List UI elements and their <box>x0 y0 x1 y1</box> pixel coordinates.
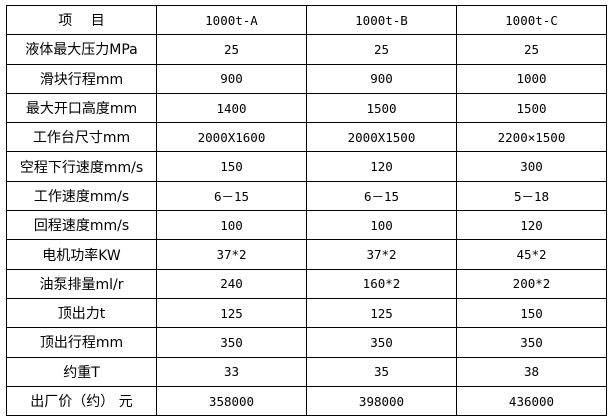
table-row: 约重T 33 35 38 <box>6 356 607 387</box>
specification-table: 项 目 1000t-A 1000t-B 1000t-C 液体最大压力MPa 25 2… <box>6 4 607 417</box>
cell-value: 436000 <box>456 385 607 417</box>
row-label: 空程下行速度mm/s <box>6 151 157 182</box>
cell-value: 2000X1500 <box>306 122 457 153</box>
cell-value: 200*2 <box>456 268 607 299</box>
table-row: 电机功率KW 37*2 37*2 45*2 <box>6 239 607 270</box>
cell-value: 160*2 <box>306 268 457 299</box>
cell-value: 125 <box>306 297 457 329</box>
cell-value: 2200×1500 <box>456 122 607 153</box>
cell-value: 300 <box>456 151 607 182</box>
cell-value: 1400 <box>156 92 307 124</box>
row-label: 油泵排量ml/r <box>6 268 157 299</box>
cell-value: 900 <box>306 63 457 94</box>
row-label: 出厂价（约） 元 <box>6 385 157 417</box>
cell-value: 398000 <box>306 385 457 417</box>
cell-value: 37*2 <box>156 239 307 270</box>
cell-value: 25 <box>156 34 307 65</box>
row-label: 电机功率KW <box>6 239 157 270</box>
cell-value: 350 <box>156 327 307 358</box>
header-model-c: 1000t-C <box>456 4 607 36</box>
table-row: 顶出行程mm 350 350 350 <box>6 327 607 358</box>
cell-value: 1500 <box>306 92 457 124</box>
cell-value: 25 <box>306 34 457 65</box>
row-label: 液体最大压力MPa <box>6 34 157 65</box>
header-model-b: 1000t-B <box>306 4 457 36</box>
row-label: 工作速度mm/s <box>6 180 157 212</box>
table-row: 液体最大压力MPa 25 25 25 <box>6 34 607 65</box>
table-row: 工作台尺寸mm 2000X1600 2000X1500 2200×1500 <box>6 122 607 153</box>
table-header-row: 项 目 1000t-A 1000t-B 1000t-C <box>6 4 607 36</box>
cell-value: 2000X1600 <box>156 122 307 153</box>
cell-value: 120 <box>456 210 607 241</box>
row-label: 滑块行程mm <box>6 63 157 94</box>
row-label: 顶出力t <box>6 297 157 329</box>
cell-value: 120 <box>306 151 457 182</box>
header-item: 项 目 <box>6 4 157 36</box>
cell-value: 150 <box>456 297 607 329</box>
cell-value: 240 <box>156 268 307 299</box>
table-row: 工作速度mm/s 6－15 6－15 5－18 <box>6 180 607 212</box>
cell-value: 350 <box>306 327 457 358</box>
cell-value: 6－15 <box>306 180 457 212</box>
row-label: 最大开口高度mm <box>6 92 157 124</box>
cell-value: 1000 <box>456 63 607 94</box>
cell-value: 350 <box>456 327 607 358</box>
cell-value: 35 <box>306 356 457 387</box>
cell-value: 900 <box>156 63 307 94</box>
cell-value: 125 <box>156 297 307 329</box>
cell-value: 1500 <box>456 92 607 124</box>
table-row: 油泵排量ml/r 240 160*2 200*2 <box>6 268 607 299</box>
cell-value: 100 <box>306 210 457 241</box>
table-row: 出厂价（约） 元 358000 398000 436000 <box>6 385 607 417</box>
cell-value: 5－18 <box>456 180 607 212</box>
header-model-a: 1000t-A <box>156 4 307 36</box>
row-label: 顶出行程mm <box>6 327 157 358</box>
row-label: 工作台尺寸mm <box>6 122 157 153</box>
table-body: 项 目 1000t-A 1000t-B 1000t-C 液体最大压力MPa 25 2… <box>6 4 607 417</box>
cell-value: 33 <box>156 356 307 387</box>
row-label: 约重T <box>6 356 157 387</box>
table-row: 顶出力t 125 125 150 <box>6 297 607 329</box>
cell-value: 25 <box>456 34 607 65</box>
cell-value: 45*2 <box>456 239 607 270</box>
cell-value: 100 <box>156 210 307 241</box>
cell-value: 150 <box>156 151 307 182</box>
cell-value: 37*2 <box>306 239 457 270</box>
row-label: 回程速度mm/s <box>6 210 157 241</box>
table-row: 空程下行速度mm/s 150 120 300 <box>6 151 607 182</box>
table-row: 最大开口高度mm 1400 1500 1500 <box>6 92 607 124</box>
table-row: 回程速度mm/s 100 100 120 <box>6 210 607 241</box>
cell-value: 358000 <box>156 385 307 417</box>
cell-value: 38 <box>456 356 607 387</box>
table-row: 滑块行程mm 900 900 1000 <box>6 63 607 94</box>
cell-value: 6－15 <box>156 180 307 212</box>
